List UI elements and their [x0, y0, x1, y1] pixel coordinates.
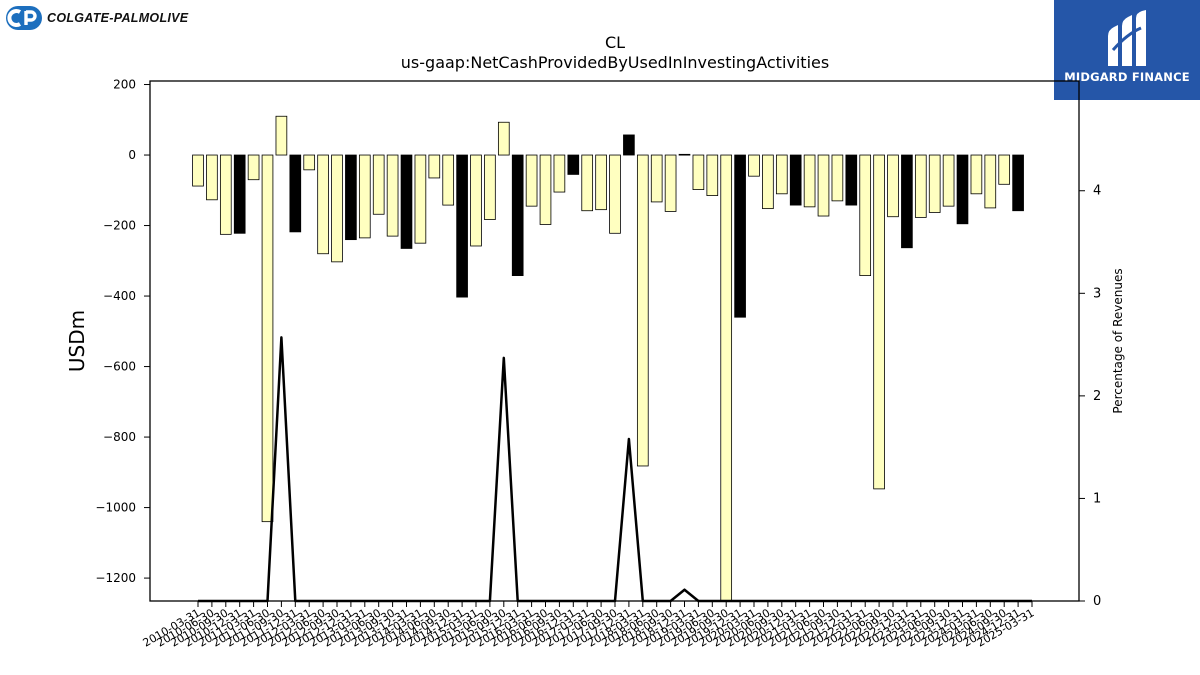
y-tick-label: 200 — [113, 78, 136, 92]
bar — [275, 115, 288, 156]
bar — [664, 154, 677, 212]
bar — [678, 153, 691, 156]
bar — [317, 154, 329, 255]
bar — [650, 154, 663, 203]
bar — [345, 154, 357, 241]
y-right-tick-label: 1 — [1093, 491, 1101, 506]
colgate-logo-text: COLGATE-PALMOLIVE — [47, 11, 189, 25]
bar — [706, 154, 719, 196]
bar — [734, 154, 746, 318]
bar — [442, 154, 455, 206]
bar — [956, 154, 969, 225]
bar — [831, 154, 844, 202]
bar — [497, 121, 510, 156]
y-axis-label: USDm — [65, 310, 89, 372]
colgate-palmolive-logo: COLGATE-PALMOLIVE — [6, 4, 188, 32]
bar — [998, 154, 1011, 185]
x-axis: 2010-03-312010-06-302010-09-302010-12-31… — [141, 601, 1037, 650]
bars-layer — [192, 115, 1024, 602]
bar — [636, 154, 649, 467]
bar — [206, 154, 218, 201]
bar — [484, 154, 496, 220]
bar — [219, 154, 232, 235]
bar — [331, 154, 343, 263]
bar — [748, 154, 760, 177]
bar — [789, 154, 802, 206]
bar — [400, 154, 413, 249]
bar — [567, 154, 580, 175]
y-axis-right-label: Percentage of Revenues — [1111, 268, 1125, 413]
bar — [386, 154, 399, 237]
bar — [623, 134, 635, 156]
bar — [970, 154, 983, 195]
bar — [901, 154, 913, 249]
bar — [261, 154, 274, 523]
y-tick-label: −200 — [103, 219, 136, 233]
bar — [428, 154, 441, 179]
y-tick-label: −400 — [103, 289, 136, 303]
y-right-tick-label: 3 — [1093, 286, 1101, 301]
chart-title: CL — [605, 33, 625, 52]
bar — [303, 154, 316, 171]
bar — [456, 154, 468, 298]
bar — [942, 154, 955, 207]
colgate-logo-mark-icon — [6, 6, 42, 30]
bar — [414, 154, 427, 244]
bar — [887, 154, 899, 218]
bar — [358, 154, 371, 239]
bar — [720, 154, 733, 602]
bar — [762, 154, 774, 210]
y-right-tick-label: 4 — [1093, 184, 1101, 199]
line-layer — [197, 336, 1033, 603]
bar — [525, 154, 538, 207]
bar — [539, 154, 552, 225]
bar — [581, 154, 594, 212]
y-axis-right: 0 1 2 3 4 — [1079, 184, 1101, 609]
bar — [692, 154, 705, 190]
midgard-monogram-icon — [1108, 10, 1146, 66]
y-tick-label: −1000 — [95, 501, 136, 515]
bar — [1012, 154, 1024, 212]
bar — [289, 154, 302, 233]
y-tick-label: 0 — [128, 148, 136, 162]
bar — [984, 154, 997, 209]
bar — [817, 154, 830, 217]
bar — [609, 154, 621, 234]
bar — [247, 154, 260, 181]
percentage-line — [198, 336, 1032, 603]
bar — [859, 154, 872, 276]
y-tick-label: −1200 — [95, 571, 136, 585]
bar — [775, 154, 788, 195]
bar — [914, 154, 927, 218]
bar — [845, 154, 858, 206]
bar — [553, 154, 566, 193]
bar — [803, 154, 816, 208]
midgard-logo-text: MIDGARD FINANCE — [1064, 70, 1190, 84]
bar — [595, 154, 607, 211]
y-right-tick-label: 2 — [1093, 389, 1101, 404]
midgard-finance-logo: MIDGARD FINANCE — [1054, 0, 1200, 100]
bar — [192, 154, 204, 187]
bar — [511, 154, 524, 276]
bar — [928, 154, 941, 213]
y-tick-label: −600 — [103, 360, 136, 374]
chart-subtitle: us-gaap:NetCashProvidedByUsedInInvesting… — [401, 53, 829, 72]
y-right-tick-label: 0 — [1093, 594, 1101, 609]
y-axis-left: 200 0 −200 −400 −600 −800 −1000 −1200 — [95, 78, 150, 585]
bar — [233, 154, 246, 234]
bar — [470, 154, 482, 247]
y-tick-label: −800 — [103, 430, 136, 444]
bar — [873, 154, 885, 490]
bar — [372, 154, 385, 215]
